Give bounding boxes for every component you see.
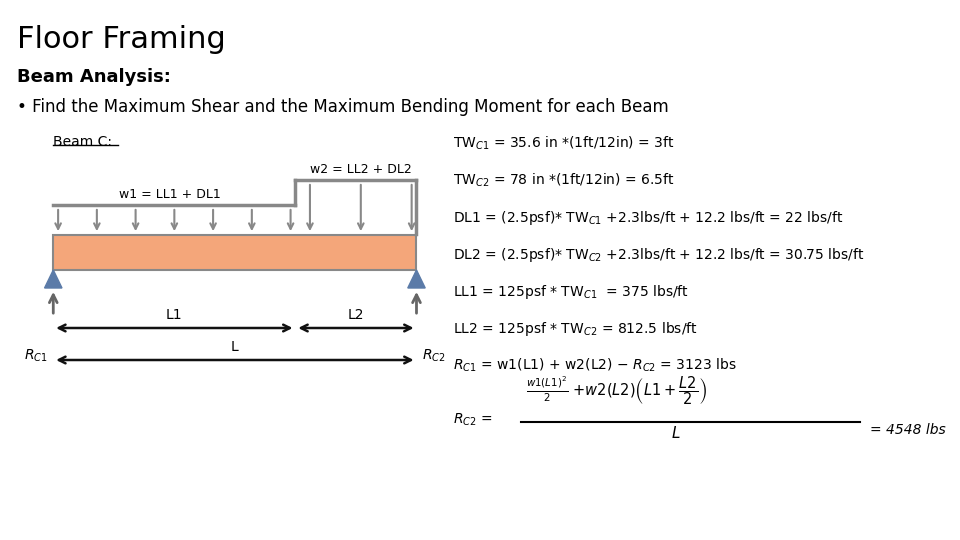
Bar — [53, 235, 417, 270]
Text: $R_{C1}$: $R_{C1}$ — [24, 348, 47, 364]
Text: $\frac{w1(L1)^2}{2}$ $+ w2(L2)\left(L1 + \dfrac{L2}{2}\right)$: $\frac{w1(L1)^2}{2}$ $+ w2(L2)\left(L1 +… — [526, 374, 707, 407]
Text: TW$_{C1}$ = 35.6 in *(1ft/12in) = 3ft: TW$_{C1}$ = 35.6 in *(1ft/12in) = 3ft — [453, 135, 675, 152]
Text: $R_{C2}$: $R_{C2}$ — [422, 348, 446, 364]
Text: w1 = LL1 + DL1: w1 = LL1 + DL1 — [119, 188, 221, 201]
Text: DL2 = (2.5psf)* TW$_{C2}$ +2.3lbs/ft + 12.2 lbs/ft = 30.75 lbs/ft: DL2 = (2.5psf)* TW$_{C2}$ +2.3lbs/ft + 1… — [453, 246, 865, 264]
Text: Beam Analysis:: Beam Analysis: — [17, 68, 171, 86]
Text: w2 = LL2 + DL2: w2 = LL2 + DL2 — [310, 163, 412, 176]
Text: = 4548 lbs: = 4548 lbs — [870, 423, 946, 437]
Text: $L$: $L$ — [671, 425, 681, 441]
Text: DL1 = (2.5psf)* TW$_{C1}$ +2.3lbs/ft + 12.2 lbs/ft = 22 lbs/ft: DL1 = (2.5psf)* TW$_{C1}$ +2.3lbs/ft + 1… — [453, 209, 844, 227]
Text: L2: L2 — [348, 308, 364, 322]
Text: $R_{C1}$ = w1(L1) + w2(L2) − $R_{C2}$ = 3123 lbs: $R_{C1}$ = w1(L1) + w2(L2) − $R_{C2}$ = … — [453, 357, 737, 374]
Text: LL2 = 125psf * TW$_{C2}$ = 812.5 lbs/ft: LL2 = 125psf * TW$_{C2}$ = 812.5 lbs/ft — [453, 320, 698, 338]
Text: LL1 = 125psf * TW$_{C1}$  = 375 lbs/ft: LL1 = 125psf * TW$_{C1}$ = 375 lbs/ft — [453, 283, 689, 301]
Text: Floor Framing: Floor Framing — [17, 25, 227, 54]
Text: L1: L1 — [166, 308, 182, 322]
Text: • Find the Maximum Shear and the Maximum Bending Moment for each Beam: • Find the Maximum Shear and the Maximum… — [17, 98, 669, 116]
Text: $R_{C2}$ =: $R_{C2}$ = — [453, 412, 492, 428]
Text: Beam C:: Beam C: — [53, 135, 112, 149]
Text: L: L — [231, 340, 239, 354]
Polygon shape — [44, 270, 62, 288]
Text: TW$_{C2}$ = 78 in *(1ft/12in) = 6.5ft: TW$_{C2}$ = 78 in *(1ft/12in) = 6.5ft — [453, 172, 675, 190]
Polygon shape — [408, 270, 425, 288]
